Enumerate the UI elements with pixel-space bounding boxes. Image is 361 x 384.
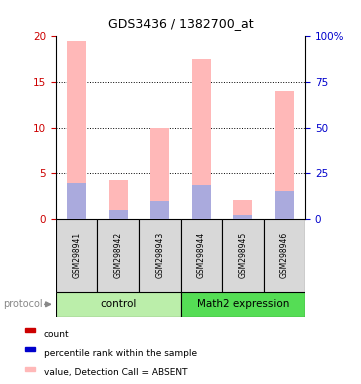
Bar	[234, 200, 252, 219]
Bar	[264, 219, 305, 292]
Text: GSM298942: GSM298942	[114, 232, 123, 278]
Text: GDS3436 / 1382700_at: GDS3436 / 1382700_at	[108, 17, 253, 30]
Bar	[25, 367, 35, 371]
Bar	[192, 59, 210, 219]
Text: protocol: protocol	[4, 299, 43, 310]
Bar	[109, 180, 127, 219]
Bar	[56, 292, 180, 317]
Bar	[234, 215, 252, 219]
Text: value, Detection Call = ABSENT: value, Detection Call = ABSENT	[44, 368, 187, 377]
Bar	[109, 210, 127, 219]
Bar	[68, 41, 86, 219]
Bar	[97, 219, 139, 292]
Text: control: control	[100, 299, 136, 310]
Bar	[151, 127, 169, 219]
Text: GSM298941: GSM298941	[72, 232, 81, 278]
Bar	[180, 219, 222, 292]
Bar	[180, 292, 305, 317]
Text: count: count	[44, 330, 70, 339]
Bar	[222, 219, 264, 292]
Text: GSM298944: GSM298944	[197, 232, 206, 278]
Text: GSM298946: GSM298946	[280, 232, 289, 278]
Bar	[275, 190, 293, 219]
Text: GSM298943: GSM298943	[155, 232, 164, 278]
Bar	[25, 328, 35, 332]
Bar	[68, 183, 86, 219]
Text: GSM298945: GSM298945	[238, 232, 247, 278]
Bar	[275, 91, 293, 219]
Bar	[25, 348, 35, 351]
Bar	[151, 200, 169, 219]
Text: Math2 expression: Math2 expression	[197, 299, 289, 310]
Bar	[139, 219, 180, 292]
Text: percentile rank within the sample: percentile rank within the sample	[44, 349, 197, 358]
Bar	[56, 219, 97, 292]
Bar	[192, 185, 210, 219]
